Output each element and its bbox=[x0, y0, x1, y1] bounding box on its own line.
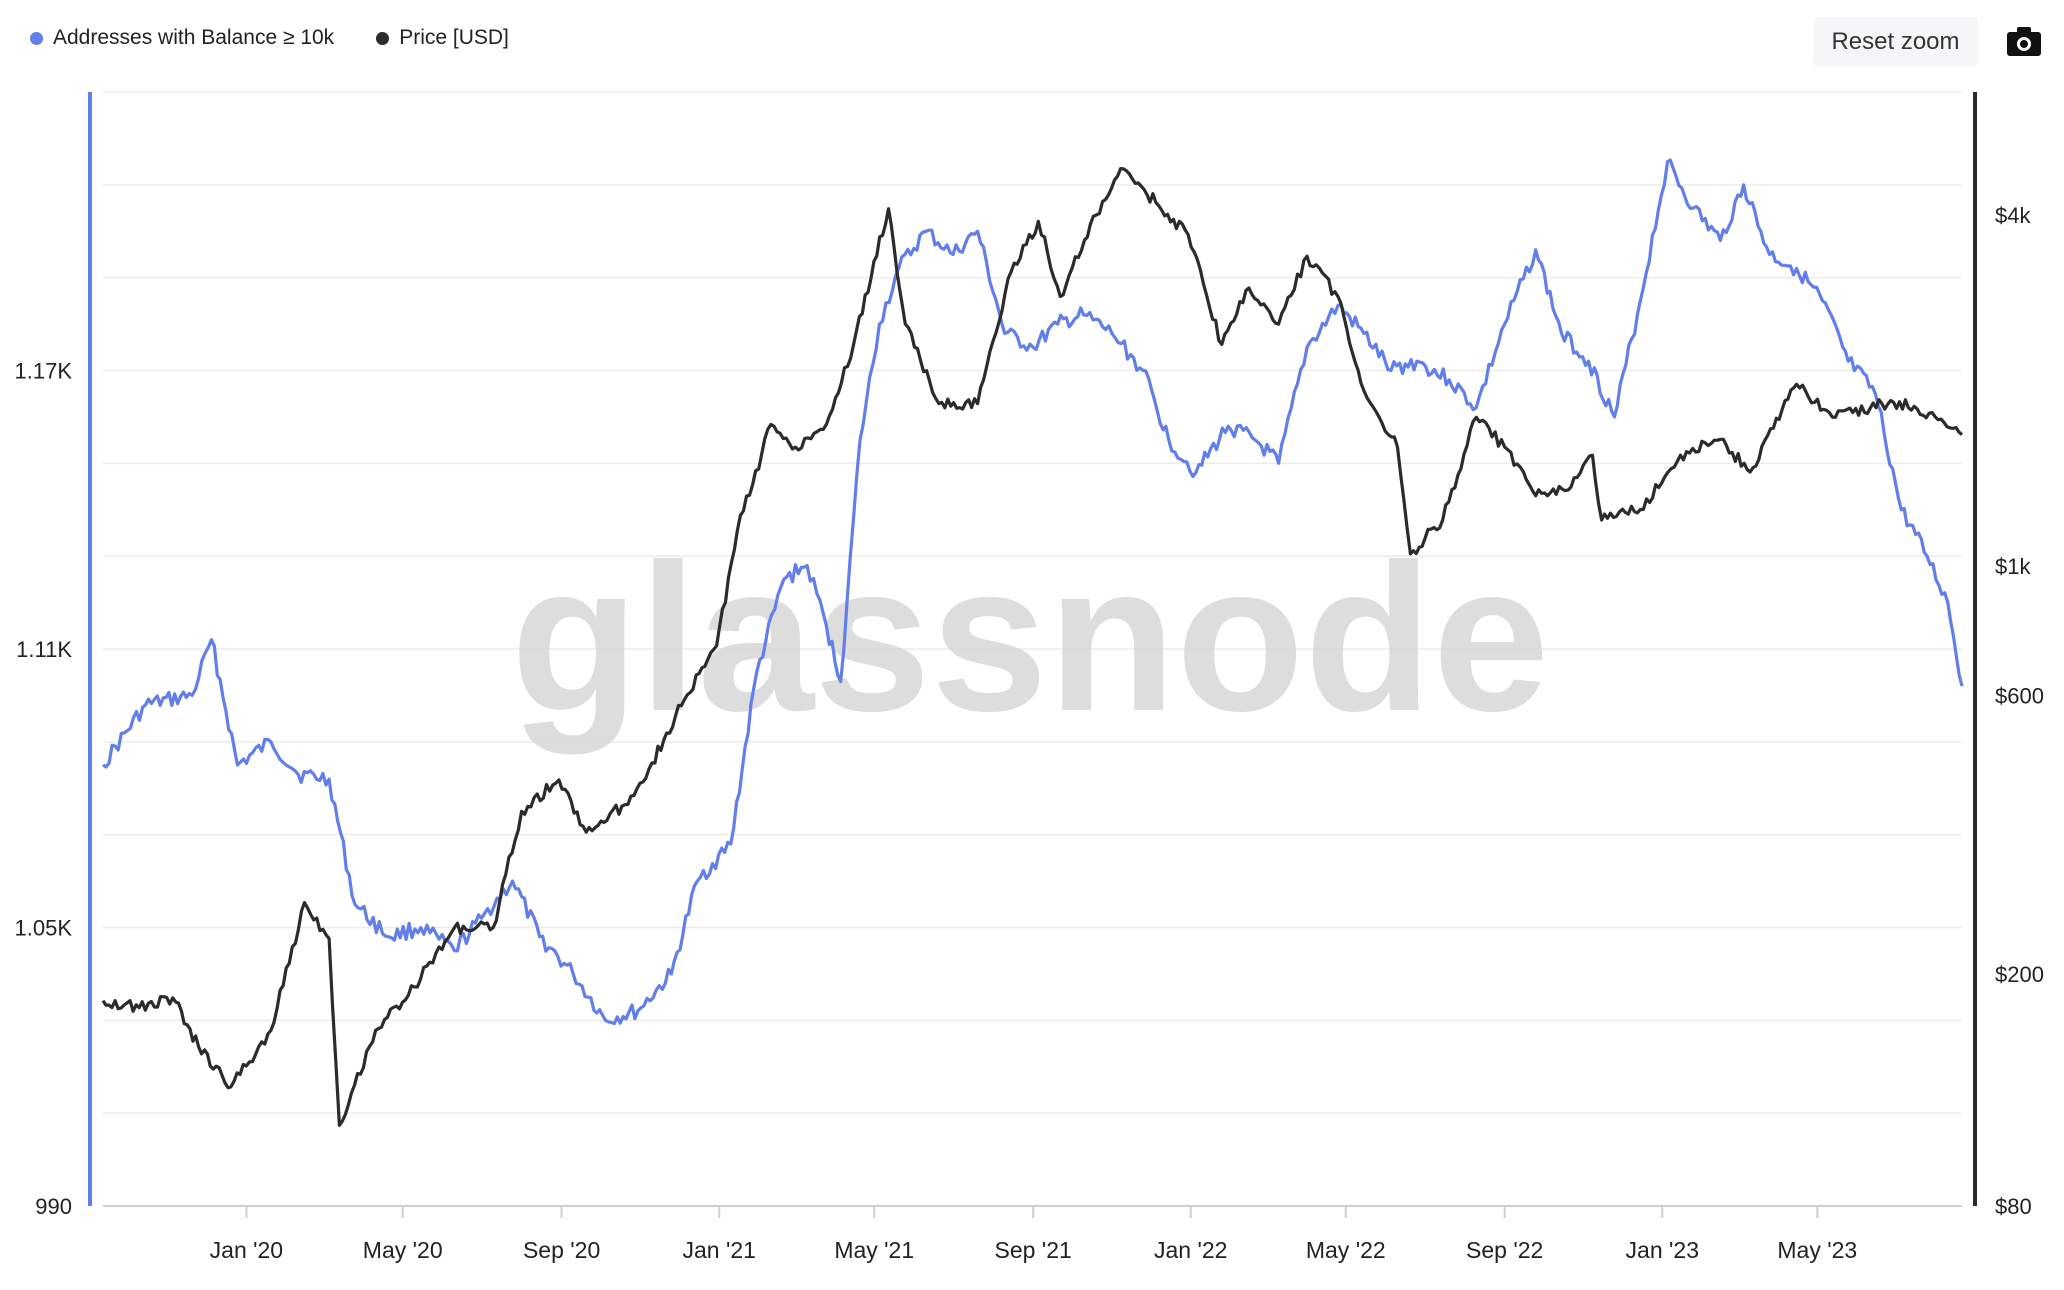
x-tick-label: Jan '22 bbox=[1154, 1237, 1227, 1263]
legend-label-addresses: Addresses with Balance ≥ 10k bbox=[53, 26, 335, 49]
legend-label-price: Price [USD] bbox=[399, 26, 509, 49]
legend-dot-addresses bbox=[30, 31, 43, 45]
legend-dot-price bbox=[376, 31, 390, 45]
x-tick-label: Sep '21 bbox=[994, 1237, 1071, 1263]
legend-item-addresses[interactable]: Addresses with Balance ≥ 10k bbox=[30, 26, 334, 50]
watermark: glassnode bbox=[511, 520, 1550, 755]
series-line-price bbox=[101, 167, 1964, 1127]
y-right-tick-label: $200 bbox=[1995, 962, 2044, 987]
legend-item-price[interactable]: Price [USD] bbox=[376, 26, 509, 50]
y-right-tick-label: $80 bbox=[1995, 1194, 2032, 1219]
x-tick-label: May '23 bbox=[1777, 1237, 1857, 1263]
y-right-tick-label: $600 bbox=[1995, 684, 2044, 709]
y-right-tick-label: $4k bbox=[1995, 203, 2031, 228]
tick-labels: 990 1.05K 1.11K 1.17K $80 $200 $600 $1k $4k Jan '… bbox=[15, 203, 2044, 1263]
y-left-tick-label: 1.11K bbox=[16, 637, 72, 662]
x-tick-label: May '22 bbox=[1306, 1237, 1386, 1263]
x-tick-label: Jan '23 bbox=[1626, 1237, 1699, 1263]
grid-lines bbox=[103, 91, 1962, 1207]
y-left-tick-label: 1.17K bbox=[15, 359, 73, 384]
y-left-tick-label: 1.05K bbox=[15, 916, 73, 941]
series-lines bbox=[101, 158, 1964, 1127]
x-tick-label: May '20 bbox=[363, 1237, 443, 1263]
reset-zoom-button[interactable]: Reset zoom bbox=[1813, 17, 1978, 67]
axes bbox=[88, 92, 1977, 1218]
x-tick-label: Jan '20 bbox=[210, 1237, 283, 1263]
x-tick-label: Sep '20 bbox=[523, 1237, 600, 1263]
x-tick-label: Jan '21 bbox=[682, 1237, 755, 1263]
x-tick-label: Sep '22 bbox=[1466, 1237, 1543, 1263]
series-line-addresses bbox=[102, 158, 1964, 1026]
y-left-tick-label: 990 bbox=[35, 1194, 72, 1219]
x-tick-label: May '21 bbox=[834, 1237, 914, 1263]
legend: Addresses with Balance ≥ 10k Price [USD] bbox=[30, 26, 509, 50]
y-right-tick-label: $1k bbox=[1995, 554, 2031, 579]
camera-icon[interactable] bbox=[2004, 22, 2044, 62]
